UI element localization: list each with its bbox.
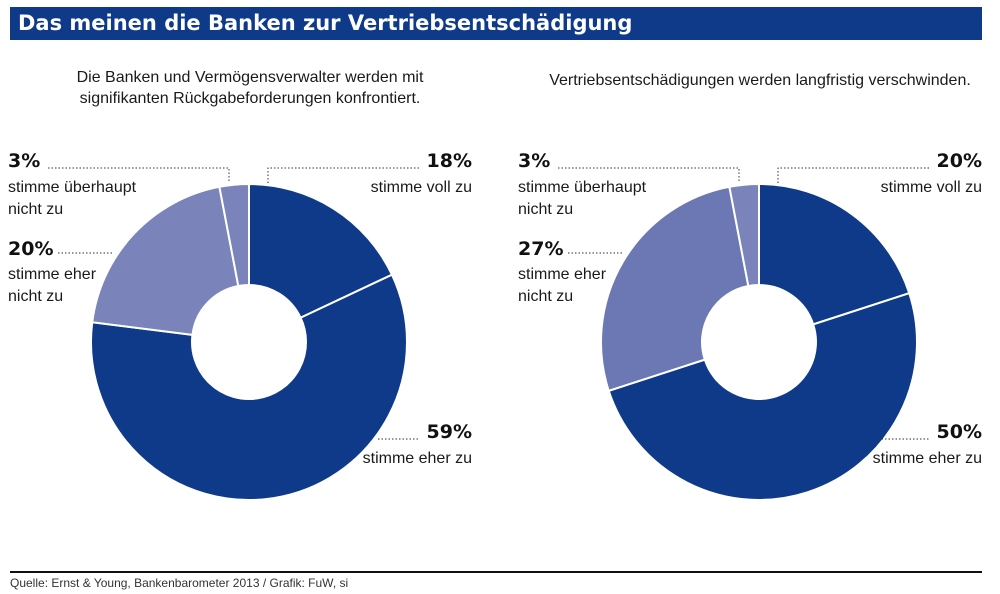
chart-subtitle-2: Vertriebsentschädigungen werden langfris… <box>545 70 975 91</box>
data-label-1-3: 20% <box>8 238 54 260</box>
data-label-2-3: 27% <box>518 238 564 260</box>
pie-slice-1-2 <box>90 273 408 501</box>
category-label-1-1: stimme voll zu <box>371 177 472 199</box>
category-label-line: nicht zu <box>8 201 64 218</box>
chart-subtitle-line: Die Banken und Vermögensverwalter werden… <box>76 69 424 86</box>
chart-subtitle-1: Die Banken und Vermögensverwalter werden… <box>55 67 445 109</box>
category-label-line: stimme überhaupt <box>8 179 137 196</box>
category-label-line: nicht zu <box>8 288 64 305</box>
category-label-line: stimme eher zu <box>362 450 472 467</box>
data-label-2-4: 3% <box>518 150 551 172</box>
data-label-2-2: 50% <box>936 421 982 443</box>
source-note: Quelle: Ernst & Young, Bankenbarometer 2… <box>10 576 349 590</box>
category-label-line: nicht zu <box>518 288 574 305</box>
pie-slice-1-4 <box>218 182 250 288</box>
pie-slice-2-2 <box>607 291 918 501</box>
category-label-2-1: stimme voll zu <box>881 177 982 199</box>
leader-line-2-4 <box>558 167 740 183</box>
category-label-line: stimme überhaupt <box>518 179 647 196</box>
category-label-line: stimme voll zu <box>370 179 472 196</box>
category-label-2-4: stimme überhaupt nicht zu <box>518 177 646 221</box>
category-label-line: nicht zu <box>518 201 574 218</box>
category-label-1-4: stimme überhaupt nicht zu <box>8 177 136 221</box>
data-label-1-2: 59% <box>426 421 472 443</box>
pie-slice-2-1 <box>758 182 911 326</box>
category-label-2-3: stimme eher nicht zu <box>518 264 606 308</box>
data-label-2-1: 20% <box>936 150 982 172</box>
category-label-line: stimme eher <box>8 266 97 283</box>
data-label-1-1: 18% <box>426 150 472 172</box>
source-divider <box>10 571 982 573</box>
category-label-line: stimme voll zu <box>880 179 982 196</box>
leader-line-2-1 <box>777 167 930 183</box>
pie-slice-1-1 <box>248 182 394 320</box>
category-label-line: stimme eher <box>518 266 607 283</box>
pie-slice-2-3 <box>600 185 750 393</box>
chart-subtitle-line: signifikanten Rückgabeforderungen konfro… <box>79 90 421 107</box>
category-label-line: stimme eher zu <box>872 450 982 467</box>
category-label-1-3: stimme eher nicht zu <box>8 264 96 308</box>
category-label-2-2: stimme eher zu <box>873 448 982 470</box>
data-label-1-4: 3% <box>8 150 41 172</box>
pie-slice-2-4 <box>728 182 760 288</box>
leader-line-1-4 <box>48 167 230 183</box>
pie-slice-1-3 <box>91 185 240 336</box>
category-label-1-2: stimme eher zu <box>363 448 472 470</box>
chart-title: Das meinen die Banken zur Vertriebsentsc… <box>10 7 982 40</box>
leader-line-1-1 <box>267 167 420 183</box>
chart-subtitle-line: Vertriebsentschädigungen werden langfris… <box>549 72 971 89</box>
